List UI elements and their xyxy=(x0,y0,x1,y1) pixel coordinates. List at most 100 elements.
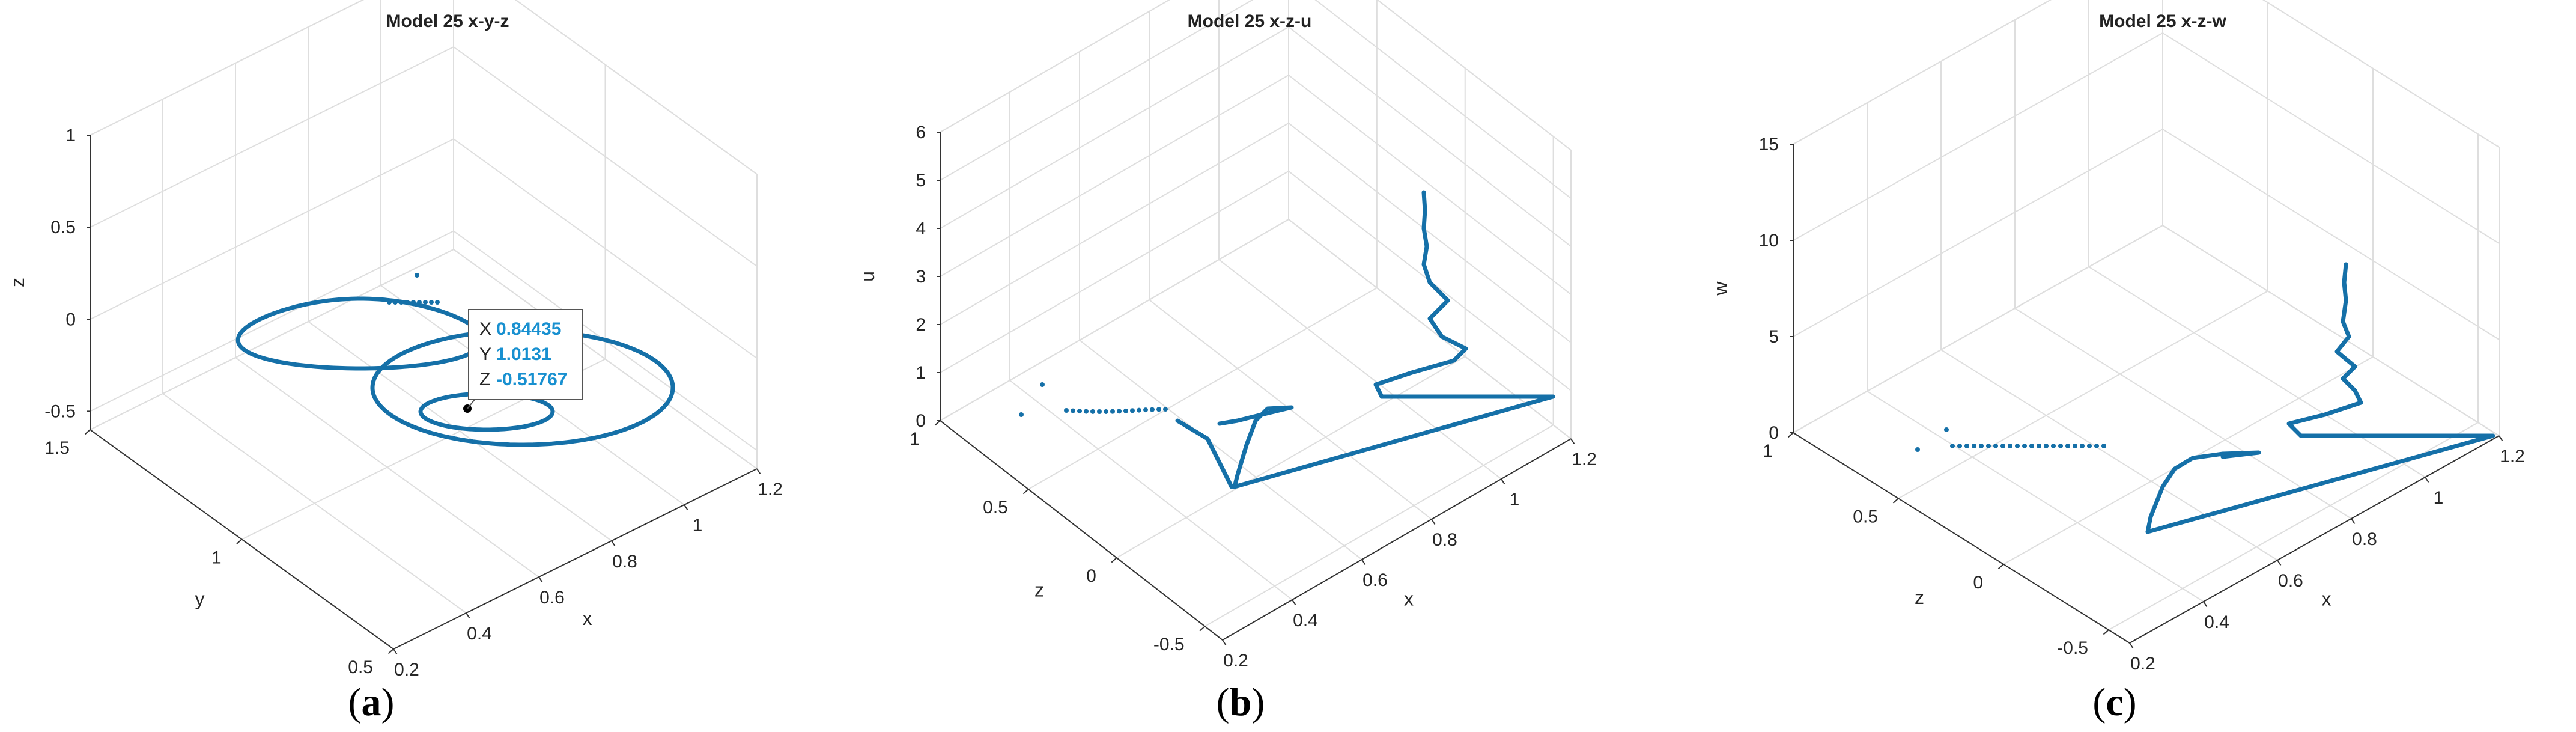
z-axis-label: w xyxy=(1710,281,1731,296)
data-point xyxy=(1150,407,1155,412)
gridline xyxy=(940,218,1572,439)
tick-label: 1 xyxy=(2434,488,2444,508)
tick-mark xyxy=(1022,489,1029,495)
data-point xyxy=(2029,444,2034,448)
datatip-leader xyxy=(467,399,475,409)
data-point xyxy=(2065,444,2070,448)
datatip-key-z: Z xyxy=(479,370,490,389)
datatip-box[interactable] xyxy=(468,309,583,400)
data-point xyxy=(1130,408,1135,413)
data-point xyxy=(1137,407,1141,413)
data-point xyxy=(1944,427,1949,432)
tick-mark xyxy=(2351,518,2356,525)
chart-panel-b: 0.20.40.60.811.2-0.500.510123456xzuModel… xyxy=(857,0,1597,724)
tick-mark xyxy=(2203,601,2208,608)
gridline xyxy=(940,170,1572,391)
data-point xyxy=(1077,409,1082,414)
data-point xyxy=(423,300,428,305)
gridline xyxy=(940,74,1572,295)
tick-mark xyxy=(611,540,616,547)
gridline xyxy=(1793,224,2500,436)
tick-mark xyxy=(2425,477,2429,483)
gridline xyxy=(1028,287,1378,490)
z-axis-label: z xyxy=(7,278,28,287)
data-point xyxy=(2037,444,2041,448)
data-point xyxy=(1957,444,1962,448)
data-point xyxy=(1097,409,1102,414)
data-point xyxy=(1950,444,1955,448)
tick-label: 1.2 xyxy=(758,480,783,499)
tick-mark xyxy=(2277,560,2282,566)
z-axis-label: u xyxy=(857,271,878,282)
data-point xyxy=(415,273,419,278)
axis-line xyxy=(1793,432,2130,644)
data-point xyxy=(1972,444,1976,448)
data-point xyxy=(1915,447,1920,452)
tick-mark xyxy=(1292,599,1296,606)
tick-mark xyxy=(1892,498,1899,504)
tick-mark xyxy=(2499,435,2503,442)
panel-caption: (a) xyxy=(348,680,395,724)
y-axis-label: y xyxy=(195,588,205,610)
tick-mark xyxy=(1361,559,1366,566)
tick-mark xyxy=(2103,629,2109,635)
data-point xyxy=(2087,444,2092,448)
tick-label: 0.8 xyxy=(612,552,637,572)
gridline xyxy=(1867,391,2204,602)
tick-mark xyxy=(1222,639,1227,646)
data-point xyxy=(1123,408,1128,413)
gridline xyxy=(2088,266,2426,478)
gridline xyxy=(1116,356,1466,558)
data-point xyxy=(2022,444,2027,448)
data-point xyxy=(1019,412,1024,417)
gridline xyxy=(1793,32,2500,244)
tick-label: 0 xyxy=(65,310,76,329)
data-point xyxy=(2101,444,2106,448)
tick-label: 1.5 xyxy=(44,438,70,458)
tick-mark xyxy=(934,420,941,426)
data-point xyxy=(1104,409,1108,414)
data-point xyxy=(2008,444,2012,448)
tick-label: 0.2 xyxy=(1223,651,1248,671)
data-point xyxy=(1040,382,1045,387)
data-point xyxy=(411,300,416,305)
tick-label: 1.2 xyxy=(2500,447,2525,466)
tick-mark xyxy=(684,504,688,511)
chart-title: Model 25 x-z-w xyxy=(2099,11,2226,31)
tick-label: 0.6 xyxy=(539,588,565,608)
tick-mark xyxy=(393,648,398,655)
tick-label: 10 xyxy=(1759,231,1779,251)
tick-mark xyxy=(84,429,91,435)
data-point xyxy=(2015,444,2020,448)
data-point xyxy=(435,300,440,305)
tick-label: 0 xyxy=(1086,566,1096,586)
x-axis-label: x xyxy=(583,608,592,629)
tick-label: 5 xyxy=(1769,327,1779,347)
tick-mark xyxy=(1570,438,1575,445)
gridline xyxy=(1793,0,2500,148)
y-axis-label: z xyxy=(1915,587,1924,608)
tick-label: 0.6 xyxy=(1362,570,1388,590)
tick-label: 1 xyxy=(1510,490,1520,510)
data-point xyxy=(399,300,404,305)
tick-label: -0.5 xyxy=(1153,635,1185,654)
data-point xyxy=(393,300,398,305)
axis-line xyxy=(2129,435,2500,644)
data-point xyxy=(1986,444,1991,448)
tick-label: 0.5 xyxy=(1853,507,1878,526)
tick-label: 0 xyxy=(1769,423,1779,443)
datatip-value-z: -0.51767 xyxy=(496,370,567,389)
chart-panel-c: 0.20.40.60.811.2-0.500.51051015xzwModel … xyxy=(1710,0,2525,724)
tick-mark xyxy=(2129,642,2134,649)
data-point xyxy=(1163,407,1168,412)
gridline xyxy=(940,26,1572,247)
series-loop-outer xyxy=(235,296,485,371)
caption-letter: a xyxy=(362,680,381,724)
caption-letter: c xyxy=(2106,680,2123,724)
tick-label: 0 xyxy=(916,411,926,431)
gridline xyxy=(1009,380,1293,600)
axis-line xyxy=(393,468,758,650)
datatip-value-x: 0.84435 xyxy=(496,319,561,339)
series-arc xyxy=(1217,405,1294,489)
